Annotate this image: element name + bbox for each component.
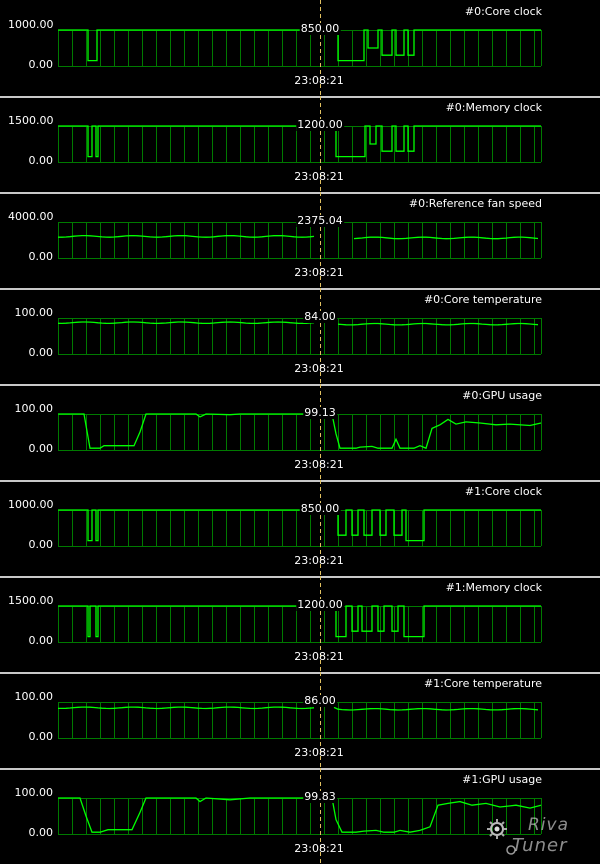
y-axis-max-label: 100.00 <box>14 402 54 415</box>
current-value-label: 1200.00 <box>296 118 344 131</box>
graph-panel: #0:GPU usage 100.00 0.00 99.13 23:08:21 <box>0 384 600 480</box>
graph-title: #0:Core temperature <box>423 293 542 306</box>
graph-panel: #1:Core clock 1000.00 0.00 850.00 23:08:21 <box>0 480 600 576</box>
y-axis-min-label: 0.00 <box>28 346 54 359</box>
graph-trace <box>58 706 539 711</box>
cursor-time-label: 23:08:21 <box>294 74 344 87</box>
y-axis-max-label: 4000.00 <box>8 210 54 223</box>
panel-separator <box>0 672 600 674</box>
panel-separator <box>0 480 600 482</box>
y-axis-max-label: 100.00 <box>14 306 54 319</box>
current-value-label: 99.13 <box>303 406 337 419</box>
cursor-time-label: 23:08:21 <box>294 554 344 567</box>
cursor-time-label: 23:08:21 <box>294 266 344 279</box>
graph-title: #1:Memory clock <box>445 581 542 594</box>
cursor-time-label: 23:08:21 <box>294 458 344 471</box>
y-axis-min-label: 0.00 <box>28 250 54 263</box>
current-value-label: 84.00 <box>303 310 337 323</box>
panel-separator <box>0 288 600 290</box>
y-axis-min-label: 0.00 <box>28 154 54 167</box>
y-axis-min-label: 0.00 <box>28 730 54 743</box>
graph-panel: #0:Reference fan speed 4000.00 0.00 2375.04… <box>0 192 600 288</box>
y-axis-max-label: 1000.00 <box>8 498 54 511</box>
y-axis-min-label: 0.00 <box>28 442 54 455</box>
graph-title: #0:GPU usage <box>462 389 542 402</box>
graph-trace <box>58 29 541 62</box>
graph-panel: #0:Core temperature 100.00 0.00 84.00 23:08:… <box>0 288 600 384</box>
graph-title: #1:Core clock <box>464 485 542 498</box>
y-axis-min-label: 0.00 <box>28 634 54 647</box>
graph-canvas <box>58 96 542 192</box>
graph-canvas <box>58 672 542 768</box>
panel-separator <box>0 384 600 386</box>
logo-text-line2: Tuner <box>512 835 568 856</box>
graph-trace <box>58 125 541 158</box>
graph-panel: #0:Memory clock 1500.00 0.00 1200.00 23:08:2… <box>0 96 600 192</box>
cursor-time-label: 23:08:21 <box>294 746 344 759</box>
graph-title: #1:Core temperature <box>423 677 542 690</box>
y-axis-min-label: 0.00 <box>28 58 54 71</box>
graph-trace <box>58 509 541 542</box>
rivatuner-logo-icon <box>487 819 516 855</box>
y-axis-max-label: 1500.00 <box>8 114 54 127</box>
graph-title: #0:Memory clock <box>445 101 542 114</box>
cursor-time-label: 23:08:21 <box>294 170 344 183</box>
panel-separator <box>0 192 600 194</box>
graph-title: #0:Core clock <box>464 5 542 18</box>
graph-canvas <box>58 192 542 288</box>
y-axis-max-label: 1500.00 <box>8 594 54 607</box>
graph-canvas <box>58 384 542 480</box>
y-axis-max-label: 100.00 <box>14 690 54 703</box>
graph-trace <box>57 321 539 326</box>
current-value-label: 1200.00 <box>296 598 344 611</box>
current-value-label: 850.00 <box>299 22 341 35</box>
graph-panel: #1:Memory clock 1500.00 0.00 1200.00 23:08:2… <box>0 576 600 672</box>
current-value-label: 2375.04 <box>296 214 344 227</box>
graph-canvas <box>58 0 542 96</box>
graph-canvas <box>57 288 542 384</box>
panel-separator <box>0 576 600 578</box>
current-value-label: 850.00 <box>299 502 341 515</box>
y-axis-min-label: 0.00 <box>28 538 54 551</box>
cursor-time-label: 23:08:21 <box>294 362 344 375</box>
panel-separator <box>0 768 600 770</box>
graph-canvas <box>58 480 542 576</box>
cursor-time-label: 23:08:21 <box>294 842 344 855</box>
panel-separator <box>0 96 600 98</box>
logo-text-line1: Riva <box>528 815 570 835</box>
graph-title: #0:Reference fan speed <box>408 197 542 210</box>
y-axis-max-label: 1000.00 <box>8 18 54 31</box>
y-axis-min-label: 0.00 <box>28 826 54 839</box>
graph-panel: #1:Core temperature 100.00 0.00 86.00 23:08:… <box>0 672 600 768</box>
graph-title: #1:GPU usage <box>462 773 542 786</box>
graph-trace <box>58 797 542 833</box>
graph-trace <box>58 413 542 450</box>
graph-canvas <box>58 768 542 864</box>
graph-panel: #0:Core clock 1000.00 0.00 850.00 23:08:21 <box>0 0 600 96</box>
graph-trace <box>58 234 539 240</box>
current-value-label: 86.00 <box>303 694 337 707</box>
current-value-label: 99.83 <box>303 790 337 803</box>
graph-trace <box>58 605 541 638</box>
cursor-time-label: 23:08:21 <box>294 650 344 663</box>
y-axis-max-label: 100.00 <box>14 786 54 799</box>
graph-panel: #1:GPU usage 100.00 0.00 99.83 23:08:21 <box>0 768 600 864</box>
